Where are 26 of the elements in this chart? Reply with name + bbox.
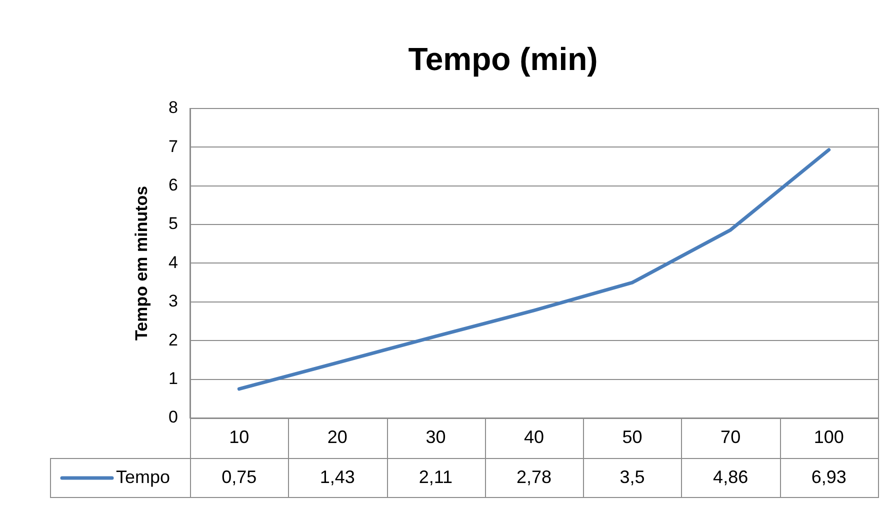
x-tick-label: 100 [814, 426, 844, 447]
data-label: 3,5 [620, 466, 645, 487]
legend-label: Tempo [116, 466, 170, 487]
y-tick-label: 8 [168, 98, 178, 118]
data-label: 2,11 [418, 466, 453, 487]
y-tick-label: 1 [168, 368, 178, 388]
x-tick-label: 50 [622, 426, 642, 447]
data-label: 2,78 [516, 466, 552, 487]
data-label: 6,93 [811, 466, 846, 487]
y-tick-label: 3 [168, 292, 178, 311]
y-tick-label: 2 [168, 330, 178, 350]
y-tick-label: 5 [168, 214, 178, 234]
y-tick-label: 4 [168, 252, 178, 272]
x-tick-label: 70 [720, 426, 741, 447]
y-tick-label: 0 [168, 408, 178, 427]
chart-title: Tempo (min) [408, 41, 598, 78]
y-tick-label: 6 [168, 175, 178, 194]
y-tick-label: 7 [168, 136, 178, 156]
y-axis-title: Tempo em minutos [132, 186, 151, 340]
x-tick-label: 20 [327, 426, 348, 447]
data-label: 1,43 [320, 466, 355, 487]
data-label: 4,86 [713, 466, 748, 487]
x-tick-label: 40 [524, 426, 544, 447]
x-tick-label: 30 [426, 426, 446, 447]
x-tick-label: 10 [229, 426, 250, 447]
data-label: 0,75 [222, 466, 257, 487]
